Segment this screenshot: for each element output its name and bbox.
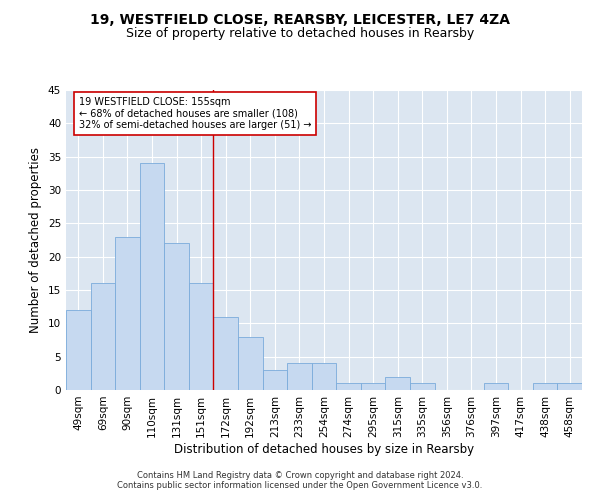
Bar (312, 364, 336, 390)
Text: Contains HM Land Registry data © Crown copyright and database right 2024.
Contai: Contains HM Land Registry data © Crown c… (118, 470, 482, 490)
Bar (361, 384, 385, 390)
Bar (91, 284, 115, 390)
Bar (385, 376, 410, 390)
Bar (410, 384, 434, 390)
Bar (140, 164, 164, 390)
Bar (484, 384, 508, 390)
Y-axis label: Number of detached properties: Number of detached properties (29, 147, 43, 333)
Bar (336, 384, 361, 390)
Bar (66, 310, 91, 390)
Bar (189, 284, 214, 390)
Bar (287, 364, 312, 390)
Bar (164, 244, 189, 390)
Bar (533, 384, 557, 390)
Bar (263, 370, 287, 390)
Text: Size of property relative to detached houses in Rearsby: Size of property relative to detached ho… (126, 28, 474, 40)
Text: 19 WESTFIELD CLOSE: 155sqm
← 68% of detached houses are smaller (108)
32% of sem: 19 WESTFIELD CLOSE: 155sqm ← 68% of deta… (79, 96, 311, 130)
X-axis label: Distribution of detached houses by size in Rearsby: Distribution of detached houses by size … (174, 442, 474, 456)
Text: 19, WESTFIELD CLOSE, REARSBY, LEICESTER, LE7 4ZA: 19, WESTFIELD CLOSE, REARSBY, LEICESTER,… (90, 12, 510, 26)
Bar (214, 316, 238, 390)
Bar (115, 236, 140, 390)
Bar (557, 384, 582, 390)
Bar (238, 336, 263, 390)
